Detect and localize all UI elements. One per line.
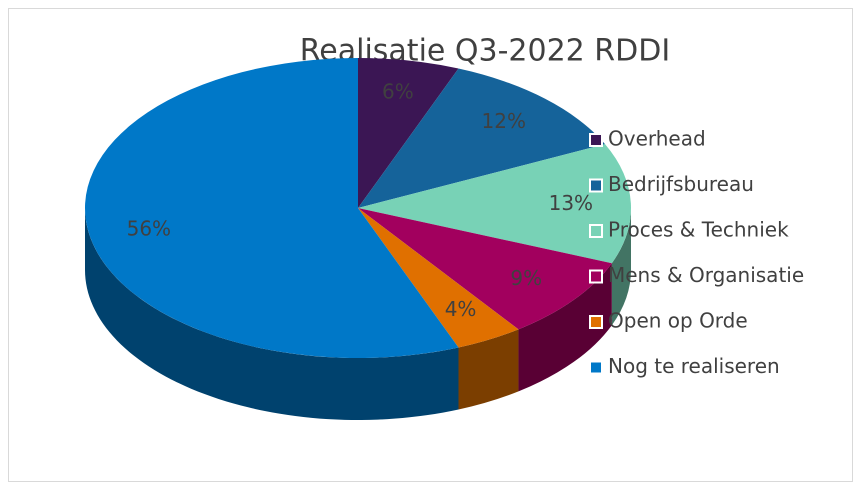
pie-slice	[358, 144, 631, 264]
pie-side	[518, 263, 612, 392]
data-label: 6%	[382, 80, 414, 104]
legend-label: Nog te realiseren	[608, 354, 780, 378]
pie-side	[85, 208, 459, 420]
pie-slice	[358, 58, 459, 208]
legend-marker	[589, 178, 603, 193]
legend-label: Mens & Organisatie	[608, 263, 804, 287]
pie-slice	[358, 68, 606, 208]
legend-marker	[589, 360, 603, 375]
legend-label: Proces & Techniek	[608, 218, 789, 242]
legend-label: Open op Orde	[608, 309, 748, 333]
data-label: 56%	[127, 216, 171, 240]
legend-marker	[589, 133, 603, 147]
legend-label: Overhead	[608, 127, 706, 151]
data-label: 9%	[510, 266, 542, 290]
data-label: 13%	[549, 191, 593, 215]
pie-side	[611, 208, 631, 326]
pie-slice	[85, 58, 459, 358]
legend-marker	[589, 224, 603, 238]
legend-marker	[589, 269, 603, 284]
legend-label: Bedrijfsbureau	[608, 172, 754, 196]
pie-side	[458, 329, 519, 410]
data-label: 4%	[445, 297, 477, 321]
pie-slice	[358, 208, 612, 330]
pie-slice	[358, 208, 519, 348]
data-label: 12%	[482, 109, 526, 133]
legend-marker	[589, 315, 603, 329]
pie-sides	[85, 208, 631, 420]
pie-tops	[85, 58, 631, 358]
